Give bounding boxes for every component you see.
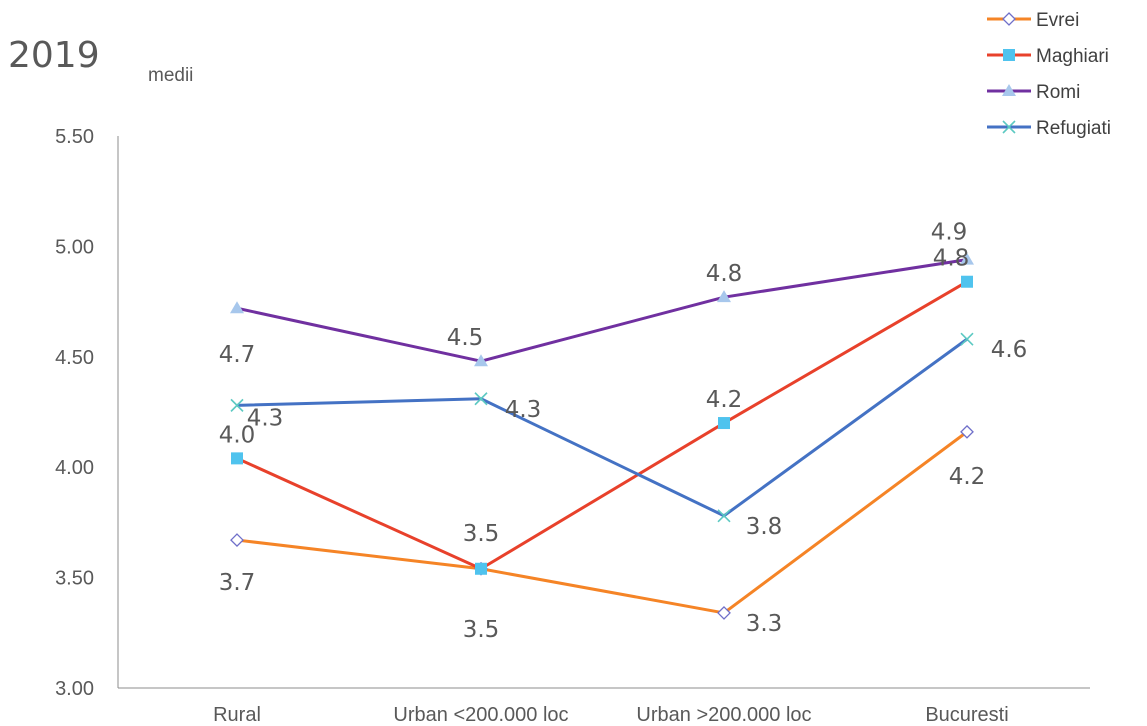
data-label: 4.8 bbox=[706, 261, 743, 287]
y-axis-unit-label: medii bbox=[148, 65, 193, 86]
data-label: 4.0 bbox=[219, 422, 256, 448]
data-point-marker bbox=[230, 398, 244, 412]
legend-entry-evrei: Evrei bbox=[987, 10, 1079, 31]
series-evrei bbox=[230, 424, 974, 620]
data-label: 4.2 bbox=[706, 387, 743, 413]
data-point-marker bbox=[717, 290, 731, 303]
y-tick-label: 3.00 bbox=[55, 678, 94, 700]
x-tick-labels: Rural Urban <200.000 loc Urban >200.000 lo… bbox=[213, 704, 1009, 726]
data-point-marker bbox=[718, 417, 730, 430]
data-label: 4.9 bbox=[931, 220, 968, 246]
data-label: 3.5 bbox=[463, 617, 500, 643]
series-line-romi bbox=[236, 258, 968, 363]
chart-title: 2019 bbox=[8, 35, 100, 76]
data-label: 4.7 bbox=[219, 342, 256, 368]
data-point-marker bbox=[474, 392, 488, 406]
data-point-marker bbox=[230, 533, 244, 547]
data-point-marker bbox=[1002, 84, 1016, 96]
data-point-marker bbox=[960, 252, 974, 265]
data-labels: 3.73.5 3.34.24.03.54.24.84.74.54.84.94.3 4… bbox=[219, 220, 1028, 643]
data-label: 3.8 bbox=[746, 514, 783, 540]
data-label: 4.2 bbox=[949, 464, 986, 490]
series-line-maghiari bbox=[236, 280, 968, 571]
y-tick-labels: 3.00 3.50 4.00 4.50 5.00 5.50 bbox=[55, 126, 94, 700]
y-tick-label: 4.50 bbox=[55, 347, 94, 369]
series-maghiari bbox=[231, 275, 973, 575]
x-tick-label: Bucuresti bbox=[925, 704, 1008, 726]
data-point-marker bbox=[717, 509, 731, 523]
legend: Evrei Maghiari Romi Refugiati bbox=[987, 10, 1111, 139]
data-point-marker bbox=[960, 332, 974, 346]
legend-label: Evrei bbox=[1036, 10, 1079, 31]
axes bbox=[117, 136, 1090, 689]
data-point-marker bbox=[960, 424, 974, 439]
data-point-marker bbox=[475, 562, 487, 575]
series-line-refugiati bbox=[236, 337, 968, 518]
y-tick-label: 5.50 bbox=[55, 126, 94, 148]
legend-entry-romi: Romi bbox=[987, 82, 1080, 103]
x-tick-label: Rural bbox=[213, 704, 261, 726]
legend-label: Maghiari bbox=[1036, 46, 1109, 67]
y-tick-label: 5.00 bbox=[55, 236, 94, 258]
series-romi bbox=[230, 252, 974, 367]
y-tick-label: 4.00 bbox=[55, 457, 94, 479]
legend-label: Romi bbox=[1036, 82, 1080, 103]
series-line-evrei bbox=[236, 430, 968, 615]
data-label: 3.7 bbox=[219, 570, 256, 596]
data-point-marker bbox=[1003, 49, 1015, 61]
data-point-marker bbox=[1002, 12, 1016, 26]
data-label: 4.3 bbox=[505, 397, 542, 423]
data-label: 4.3 bbox=[247, 405, 284, 431]
x-tick-label: Urban <200.000 loc bbox=[393, 704, 568, 726]
data-label: 3.5 bbox=[463, 521, 500, 547]
series-lines bbox=[230, 252, 974, 620]
data-point-marker bbox=[717, 606, 731, 620]
data-label: 4.6 bbox=[991, 337, 1028, 363]
legend-entry-refugiati: Refugiati bbox=[987, 118, 1111, 139]
data-point-marker bbox=[474, 354, 488, 367]
legend-entry-maghiari: Maghiari bbox=[987, 46, 1109, 67]
data-label: 4.8 bbox=[933, 246, 970, 272]
data-point-marker bbox=[1002, 120, 1016, 134]
legend-label: Refugiati bbox=[1036, 118, 1111, 139]
data-point-marker bbox=[230, 301, 244, 314]
data-point-marker bbox=[961, 275, 973, 288]
x-tick-label: Urban >200.000 loc bbox=[636, 704, 811, 726]
series-refugiati bbox=[230, 332, 974, 523]
data-label: 4.5 bbox=[447, 325, 484, 351]
data-label: 3.3 bbox=[746, 611, 783, 637]
y-tick-label: 3.50 bbox=[55, 568, 94, 590]
data-point-marker bbox=[231, 452, 243, 465]
